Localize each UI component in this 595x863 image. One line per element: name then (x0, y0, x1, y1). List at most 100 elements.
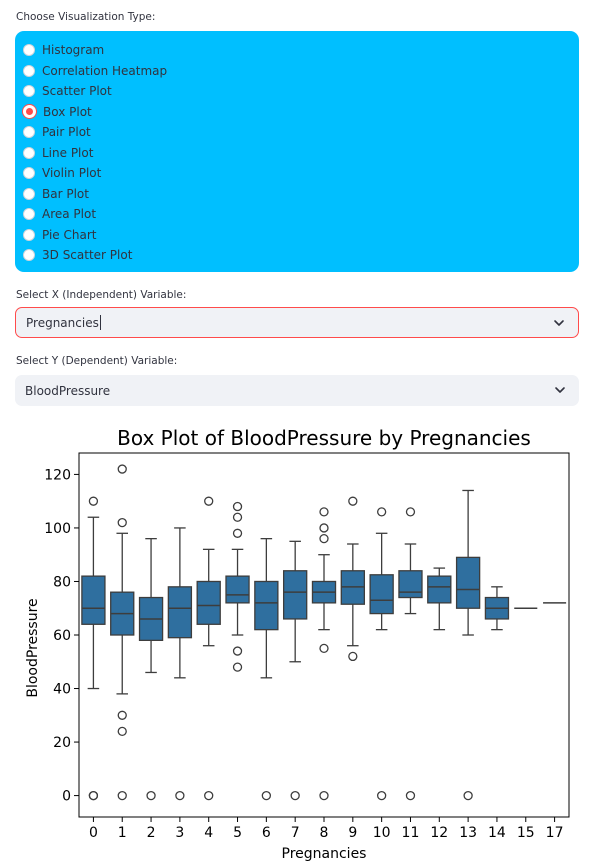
box-outlier-point (117, 517, 127, 528)
y-variable-select[interactable]: BloodPressure (15, 375, 579, 406)
radio-option-label: Bar Plot (42, 186, 89, 201)
x-tick-label: 8 (320, 825, 329, 841)
x-variable-select[interactable]: Pregnancies (15, 307, 579, 338)
x-variable-label: Select X (Independent) Variable: (16, 289, 187, 301)
x-tick-label: 11 (402, 825, 420, 841)
box-outlier-point (232, 662, 243, 672)
chevron-down-icon[interactable] (552, 316, 566, 330)
radio-option-correlation-heatmap[interactable]: Correlation Heatmap (23, 62, 167, 80)
radio-option-label: Scatter Plot (42, 84, 112, 98)
box-outlier-point (319, 523, 329, 533)
box-outlier-point (319, 790, 329, 801)
radio-option-label: Line Plot (42, 145, 94, 160)
text-cursor (99, 315, 101, 330)
box-outlier-point (232, 512, 243, 522)
x-tick-label: 1 (118, 825, 127, 841)
x-tick-label: 4 (204, 825, 213, 841)
box-outlier-point (232, 646, 243, 656)
x-variable-value: Pregnancies (26, 315, 99, 330)
radio-option-label: Violin Plot (42, 166, 102, 180)
radio-circle-icon[interactable] (23, 44, 35, 56)
box-body (225, 575, 250, 604)
box-outlier-point (232, 528, 243, 538)
radio-option-3d-scatter-plot[interactable]: 3D Scatter Plot (23, 246, 132, 264)
box-body (167, 586, 193, 639)
radio-circle-icon[interactable] (23, 228, 35, 241)
y-variable-label: Select Y (Dependent) Variable: (16, 355, 178, 367)
radio-circle-icon[interactable] (23, 146, 35, 159)
radio-option-label: Correlation Heatmap (42, 63, 168, 78)
radio-option-label: Box Plot (43, 104, 92, 119)
y-variable-value: BloodPressure (25, 383, 111, 398)
radio-option-label: Area Plot (42, 207, 97, 221)
y-tick-label: 80 (53, 574, 71, 590)
chevron-down-icon[interactable] (553, 383, 567, 397)
y-tick-label: 60 (53, 628, 71, 644)
box-outlier-point (88, 790, 99, 801)
radio-circle-icon[interactable] (23, 187, 35, 200)
box-outlier-point (117, 790, 127, 801)
radio-circle-icon[interactable] (23, 126, 35, 138)
radio-circle-icon[interactable] (23, 64, 35, 77)
radio-option-line-plot[interactable]: Line Plot (23, 144, 93, 162)
radio-option-violin-plot[interactable]: Violin Plot (23, 164, 101, 182)
radio-option-label: Pie Chart (42, 227, 97, 242)
radio-circle-icon[interactable] (23, 85, 35, 97)
x-tick-label: 14 (488, 825, 506, 841)
x-tick-label: 7 (291, 825, 300, 841)
box-outlier-point (117, 464, 127, 474)
x-tick-label: 13 (459, 825, 477, 841)
box-outlier-point (319, 643, 329, 654)
x-tick-label: 2 (147, 825, 156, 841)
box-body (427, 575, 452, 604)
box-outlier-point (204, 790, 214, 801)
y-tick-label: 40 (53, 682, 71, 698)
box-plot-chart: Box Plot of BloodPressure by Pregnancies… (25, 426, 570, 862)
box-body (398, 570, 423, 599)
radio-option-histogram[interactable]: Histogram (23, 41, 104, 59)
x-tick-label: 9 (348, 825, 357, 841)
radio-option-pair-plot[interactable]: Pair Plot (23, 123, 91, 141)
box-body (254, 580, 279, 631)
box-body (81, 575, 106, 625)
box-outlier-point (463, 790, 473, 801)
x-tick-label: 6 (262, 825, 271, 841)
x-tick-label: 17 (546, 825, 564, 841)
box-outlier-point (319, 507, 329, 517)
box-outlier-point (117, 726, 127, 737)
radio-option-box-plot[interactable]: Box Plot (23, 103, 92, 121)
radio-option-scatter-plot[interactable]: Scatter Plot (23, 82, 112, 100)
box-outlier-point (348, 651, 358, 662)
box-outlier-point (117, 710, 127, 720)
radio-circle-icon[interactable] (23, 105, 36, 118)
radio-option-label: Pair Plot (42, 125, 91, 139)
radio-circle-icon[interactable] (23, 249, 35, 261)
box-outlier-point (405, 790, 416, 801)
x-tick-label: 5 (233, 825, 242, 841)
box-body (455, 556, 481, 609)
x-axis-label: Pregnancies (282, 846, 367, 862)
box-outlier-point (348, 496, 358, 506)
box-outlier-point (319, 533, 329, 544)
viz-type-radio-group: Histogram Correlation Heatmap Scatter Plot… (15, 31, 579, 272)
y-tick-label: 120 (44, 467, 71, 483)
radio-circle-icon[interactable] (23, 167, 35, 179)
y-tick-label: 100 (44, 521, 71, 537)
chart-title: Box Plot of BloodPressure by Pregnancies (117, 426, 531, 450)
box-body (196, 580, 221, 625)
box-outlier-point (88, 496, 99, 506)
box-body (369, 574, 394, 615)
radio-option-area-plot[interactable]: Area Plot (23, 205, 96, 223)
radio-option-pie-chart[interactable]: Pie Chart (23, 226, 96, 244)
box-outlier-point (376, 790, 387, 801)
box-outlier-point (175, 790, 185, 801)
box-outlier-point (232, 501, 243, 512)
box-outlier-point (261, 790, 272, 801)
box-outlier-point (290, 790, 300, 801)
viz-type-label: Choose Visualization Type: (16, 11, 156, 23)
box-outlier-point (146, 790, 156, 801)
box-outlier-point (405, 507, 416, 517)
y-tick-label: 20 (53, 735, 71, 751)
radio-option-bar-plot[interactable]: Bar Plot (23, 185, 89, 203)
radio-circle-icon[interactable] (23, 208, 35, 220)
